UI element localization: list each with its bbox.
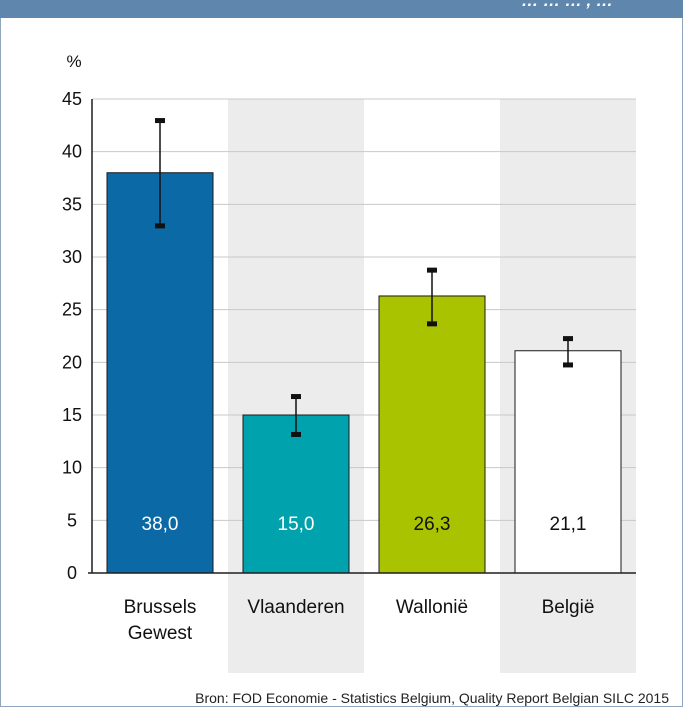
- y-tick-label: 15: [62, 405, 82, 425]
- value-label: 15,0: [278, 514, 315, 535]
- y-tick-label: 0: [67, 563, 77, 583]
- error-cap-low: [291, 431, 301, 437]
- y-tick-label: 40: [62, 142, 82, 162]
- y-tick-label: 35: [62, 194, 82, 214]
- bar: [242, 414, 350, 574]
- x-tick-label: Brussels: [124, 597, 197, 618]
- y-tick-labels: 0 5 10 15 20 25 30 35 40 45: [62, 89, 82, 583]
- error-cap-high: [563, 336, 573, 342]
- source-note: Bron: FOD Economie - Statistics Belgium,…: [195, 690, 669, 706]
- error-bars: [155, 118, 573, 437]
- x-tick-label: Gewest: [128, 623, 193, 644]
- y-axis-label: %: [66, 52, 81, 71]
- x-tick-label: Vlaanderen: [247, 597, 344, 618]
- value-label: 26,3: [414, 514, 451, 535]
- value-label: 21,1: [550, 514, 587, 535]
- header-title: … … … , …: [521, 0, 613, 10]
- error-cap-low: [563, 362, 573, 368]
- y-tick-label: 45: [62, 89, 82, 109]
- bars: [106, 172, 622, 574]
- y-tick-label: 10: [62, 458, 82, 478]
- y-tick-label: 20: [62, 352, 82, 372]
- error-cap-low: [427, 321, 437, 327]
- error-cap-low: [155, 223, 165, 229]
- value-label: 38,0: [142, 514, 179, 535]
- category-band: [228, 99, 364, 673]
- x-tick-label: Wallonië: [396, 597, 468, 618]
- value-labels: 38,0 15,0 26,3 21,1: [142, 514, 587, 535]
- axes: [88, 99, 636, 574]
- error-cap-high: [291, 394, 301, 400]
- header-bar: … … … , …: [0, 0, 683, 18]
- error-cap-high: [155, 118, 165, 124]
- error-cap-high: [427, 267, 437, 273]
- bar: [106, 172, 214, 574]
- y-tick-label: 5: [67, 510, 77, 530]
- bar: [514, 350, 622, 574]
- x-tick-label: België: [542, 597, 595, 618]
- y-tick-label: 30: [62, 247, 82, 267]
- x-tick-labels: Brussels Gewest Vlaanderen Wallonië België: [124, 597, 595, 644]
- y-tick-label: 25: [62, 300, 82, 320]
- bar-chart: 38,0 15,0 26,3 21,1 0 5 10 15 20 25 30 35 40 45 Brus…: [62, 52, 636, 673]
